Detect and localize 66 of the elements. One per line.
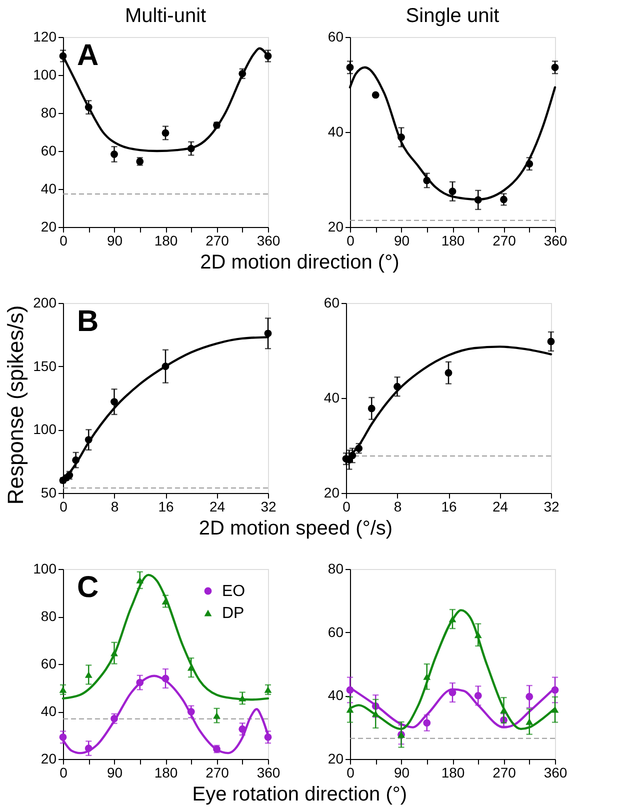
y-tick-label: 80 [40, 104, 57, 120]
y-tick-label: 40 [40, 180, 57, 196]
x-tick-label: 0 [60, 764, 68, 780]
y-tick-label: 50 [40, 484, 57, 500]
x-tick-label: 180 [154, 232, 178, 248]
x-tick-label: 16 [441, 498, 457, 514]
x-tick-label: 0 [346, 764, 355, 780]
y-axis-title: Response (spikes/s) [3, 305, 28, 505]
x-tick-label: 90 [394, 764, 410, 780]
x-tick-label: 270 [492, 232, 516, 248]
x-tick-label: 90 [394, 232, 410, 248]
y-tick-label: 60 [324, 294, 340, 310]
y-tick-label: 60 [40, 656, 57, 672]
chart-title: Multi-unit [124, 5, 207, 27]
y-tick-label: 120 [33, 28, 57, 44]
y-tick-label: 200 [33, 294, 57, 310]
y-tick-label: 80 [40, 608, 57, 624]
y-tick-label: 20 [328, 218, 344, 234]
x-axis-title: 2D motion direction (°) [200, 252, 400, 274]
y-tick-label: 20 [40, 218, 57, 234]
x-tick-label: 8 [394, 498, 402, 514]
x-tick-label: 360 [256, 232, 280, 248]
x-tick-label: 360 [256, 764, 280, 780]
x-tick-label: 24 [209, 498, 226, 514]
y-tick-label: 100 [33, 421, 57, 438]
x-tick-label: 32 [544, 498, 560, 514]
y-tick-label: 60 [328, 624, 344, 640]
x-tick-label: 360 [544, 232, 568, 248]
x-tick-label: 16 [158, 498, 174, 514]
legend-label: EO [222, 583, 246, 600]
y-tick-label: 100 [33, 66, 57, 82]
y-tick-label: 20 [40, 750, 57, 766]
annotation: B [77, 305, 99, 338]
x-axis-title: 2D motion speed (°/s) [198, 518, 393, 540]
x-tick-label: 360 [544, 764, 568, 780]
x-tick-label: 270 [206, 232, 230, 248]
x-tick-label: 90 [106, 232, 123, 248]
y-tick-label: 20 [328, 750, 344, 766]
y-tick-label: 80 [328, 560, 344, 576]
x-tick-label: 270 [492, 764, 516, 780]
y-tick-label: 60 [328, 28, 344, 44]
x-tick-label: 0 [342, 498, 351, 514]
y-tick-label: 40 [328, 124, 344, 140]
x-tick-label: 180 [154, 764, 178, 780]
x-tick-label: 24 [492, 498, 508, 514]
x-tick-label: 32 [260, 498, 276, 514]
annotation: C [77, 571, 99, 604]
y-tick-label: 100 [33, 560, 57, 576]
y-tick-label: 40 [328, 687, 344, 704]
legend-label: DP [222, 605, 244, 622]
y-tick-label: 40 [40, 703, 57, 719]
annotation: A [77, 39, 99, 72]
x-axis-title: Eye rotation direction (°) [192, 784, 408, 806]
x-tick-label: 0 [60, 498, 68, 514]
x-tick-label: 8 [110, 498, 119, 514]
y-tick-label: 150 [33, 358, 57, 374]
x-tick-label: 90 [106, 764, 123, 780]
x-tick-label: 270 [206, 764, 230, 780]
x-tick-label: 180 [441, 232, 465, 248]
y-tick-label: 60 [40, 142, 57, 158]
chart-title: Single unit [406, 5, 500, 27]
y-tick-label: 20 [324, 484, 340, 500]
x-tick-label: 180 [441, 764, 465, 780]
x-tick-label: 0 [60, 232, 68, 248]
y-tick-label: 40 [324, 390, 340, 406]
x-tick-label: 0 [346, 232, 355, 248]
